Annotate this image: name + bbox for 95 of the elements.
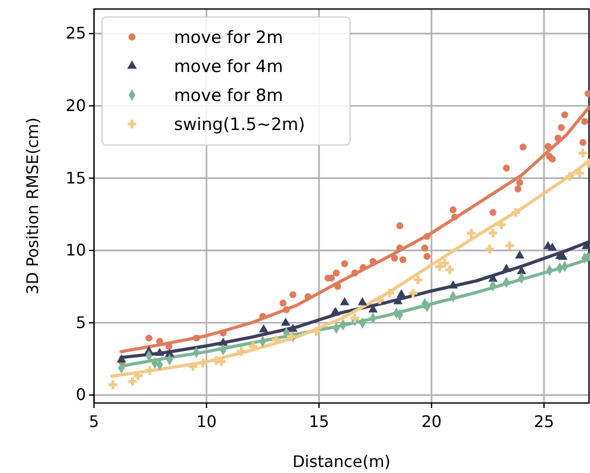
point — [408, 288, 418, 298]
point — [360, 264, 367, 271]
point — [145, 334, 152, 342]
point — [332, 270, 340, 276]
point — [391, 254, 398, 262]
point — [575, 168, 584, 178]
point — [582, 241, 590, 250]
point — [155, 348, 164, 356]
point — [514, 186, 522, 192]
point — [554, 134, 562, 142]
point — [558, 124, 565, 132]
point — [424, 232, 430, 240]
point — [334, 282, 342, 290]
point — [340, 297, 350, 306]
point — [116, 354, 126, 362]
point — [281, 318, 290, 326]
point — [258, 324, 268, 332]
point — [396, 222, 404, 230]
y-tick-label: 20 — [66, 96, 86, 115]
point — [502, 164, 510, 172]
point — [145, 366, 154, 375]
x-tick-label: 15 — [308, 412, 330, 431]
point — [445, 265, 454, 274]
line-series — [110, 159, 590, 378]
point — [424, 252, 430, 260]
y-axis-title: 3D Position RMSE(cm) — [23, 117, 42, 295]
point — [280, 300, 286, 307]
line-series — [119, 106, 590, 354]
point — [578, 148, 588, 158]
x-axis-title: Distance(m) — [292, 452, 391, 471]
point — [108, 380, 118, 390]
legend-label: move for 4m — [174, 57, 284, 77]
point — [282, 306, 290, 314]
point — [485, 244, 494, 254]
point — [259, 312, 266, 320]
y-tick-label: 10 — [66, 240, 86, 260]
point — [393, 296, 403, 304]
point — [192, 334, 200, 342]
point — [548, 156, 556, 163]
point — [435, 262, 444, 271]
point — [515, 250, 524, 259]
point — [156, 338, 164, 345]
point — [370, 258, 376, 265]
point — [516, 266, 526, 274]
point — [558, 252, 568, 260]
point — [288, 324, 298, 332]
y-tick-label: 15 — [66, 168, 86, 188]
point — [544, 143, 552, 150]
point — [448, 280, 458, 288]
point — [516, 179, 524, 186]
point — [350, 314, 360, 322]
point — [188, 362, 198, 371]
point — [450, 206, 457, 214]
y-tick-label: 25 — [66, 24, 86, 43]
point — [218, 338, 228, 346]
point — [421, 244, 428, 252]
point — [341, 260, 348, 268]
point — [286, 332, 296, 341]
legend-label: move for 8m — [174, 86, 284, 106]
y-tick-label: 0 — [76, 385, 86, 404]
point — [128, 377, 137, 386]
point — [502, 264, 512, 272]
point — [304, 292, 312, 300]
point — [488, 274, 498, 282]
point — [488, 228, 498, 238]
point — [520, 144, 527, 151]
point — [579, 138, 586, 146]
point — [385, 288, 394, 298]
x-tick-label: 25 — [534, 412, 554, 431]
point — [289, 291, 296, 298]
point — [272, 335, 281, 344]
legend-label: move for 2m — [174, 28, 284, 48]
point — [451, 214, 458, 221]
point — [489, 208, 496, 216]
point — [505, 241, 514, 250]
point — [511, 208, 520, 217]
x-tick-label: 20 — [421, 412, 442, 431]
legend-label: swing(1.5~2m) — [174, 115, 305, 135]
point — [237, 347, 246, 356]
point — [396, 289, 406, 298]
point — [440, 258, 450, 268]
point — [220, 330, 227, 336]
point — [561, 111, 568, 118]
point — [414, 275, 422, 284]
point — [565, 172, 574, 181]
point — [312, 327, 321, 336]
point — [466, 228, 476, 238]
x-tick-label: 10 — [196, 412, 217, 431]
point — [581, 118, 588, 125]
y-tick-label: 5 — [76, 312, 86, 332]
x-tick-label: 5 — [88, 412, 100, 431]
point — [548, 242, 558, 251]
point — [399, 256, 406, 264]
point — [351, 270, 358, 276]
point — [358, 297, 368, 306]
